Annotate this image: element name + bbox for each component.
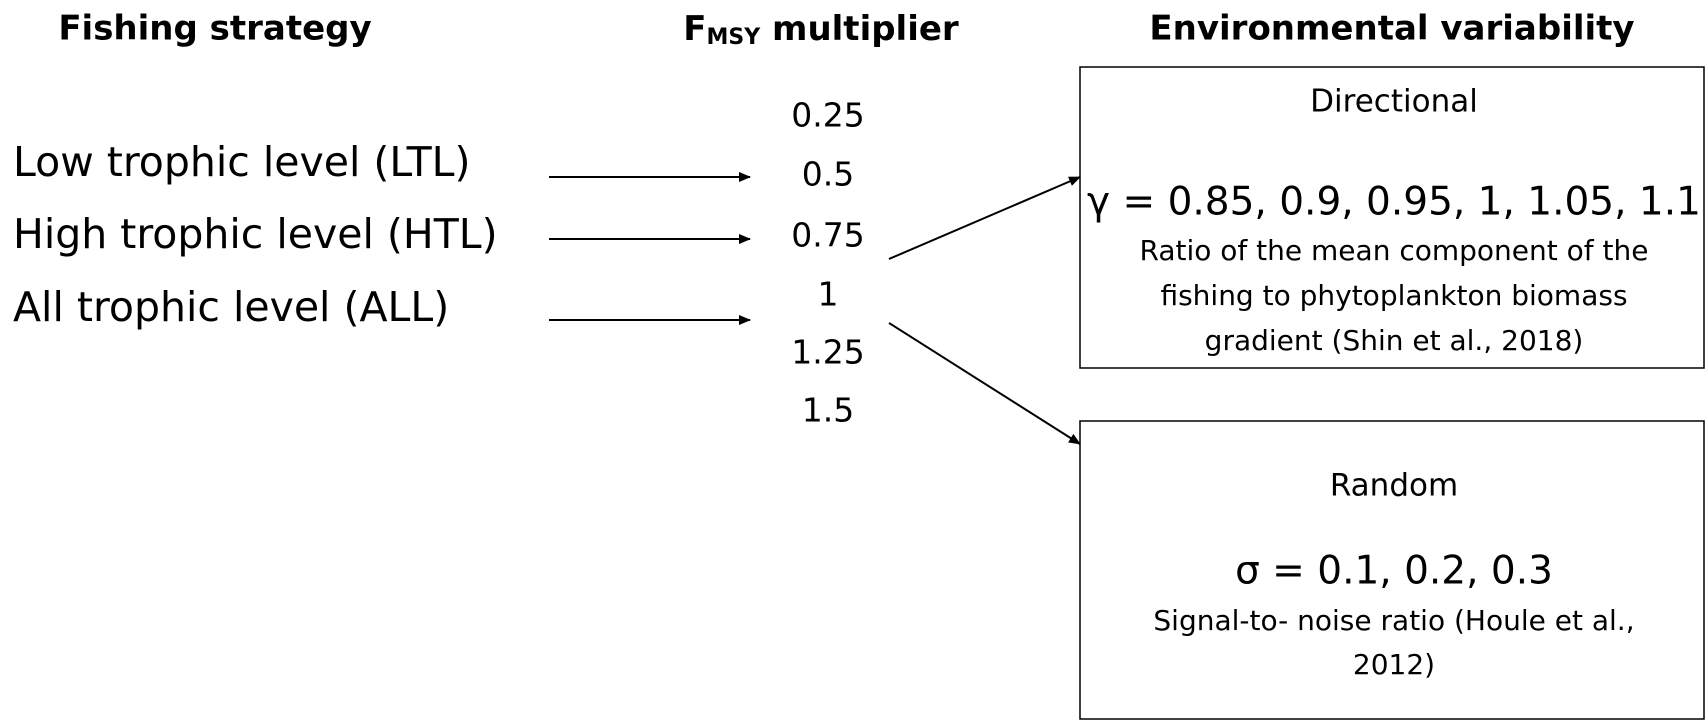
box-description: Signal-to- noise ratio (Houle et al.,: [1153, 604, 1634, 637]
strategy: All trophic level (ALL): [13, 283, 449, 331]
box-description: fishing to phytoplankton biomass: [1160, 279, 1627, 312]
box-formula: γ = 0.85, 0.9, 0.95, 1, 1.05, 1.1: [1087, 180, 1701, 225]
box-description: Ratio of the mean component of the: [1140, 234, 1649, 267]
arrow: [888, 176, 1081, 260]
arrow: [888, 322, 1081, 445]
multiplier-header-rest: multiplier: [760, 9, 959, 49]
multiplier: 0.75: [791, 216, 864, 255]
multiplier: 1.5: [802, 391, 854, 430]
directional-box: [1079, 66, 1705, 369]
box-formula: σ = 0.1, 0.2, 0.3: [1235, 549, 1553, 594]
strategy-header: Fishing strategy: [58, 9, 371, 49]
multiplier: 0.5: [802, 155, 854, 194]
strategy: Low trophic level (LTL): [13, 138, 470, 186]
multiplier: 1.25: [791, 333, 864, 372]
multiplier-header-main: F: [683, 9, 706, 49]
box-description: 2012): [1353, 648, 1435, 681]
multiplier-header-subscript: MSY: [707, 25, 762, 50]
environment-header: Environmental variability: [1149, 9, 1634, 49]
box-description: gradient (Shin et al., 2018): [1205, 324, 1584, 357]
multiplier-header: FMSY multiplier: [683, 9, 959, 51]
box-title: Random: [1330, 468, 1458, 504]
random-box: [1079, 420, 1705, 720]
strategy: High trophic level (HTL): [13, 210, 498, 258]
multiplier: 0.25: [791, 96, 864, 135]
multiplier: 1: [818, 275, 839, 314]
box-title: Directional: [1310, 84, 1478, 120]
